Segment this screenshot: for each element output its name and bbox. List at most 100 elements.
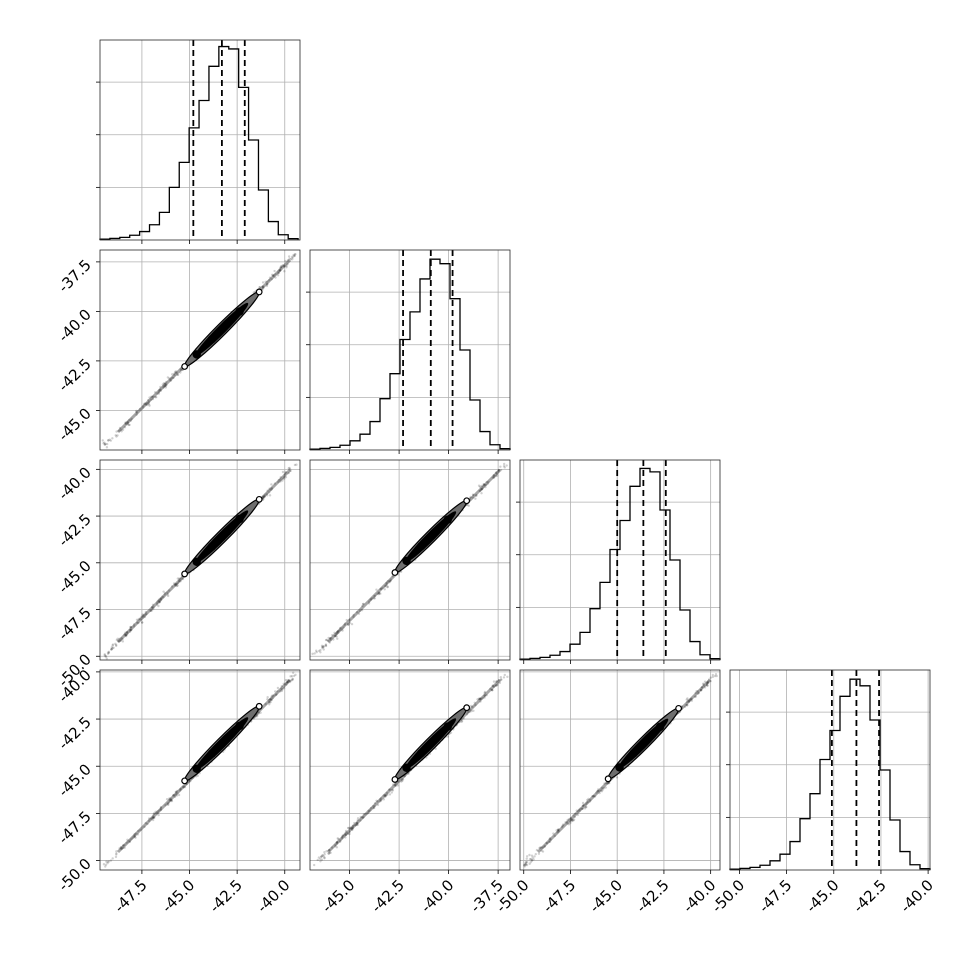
scatter-point <box>159 807 163 810</box>
scatter-point <box>179 369 183 372</box>
scatter-point <box>693 695 697 699</box>
scatter-point <box>337 631 340 634</box>
scatter-point <box>686 703 689 707</box>
scatter-point <box>492 476 495 480</box>
panel-2-2 <box>516 459 721 664</box>
scatter-point <box>124 634 128 638</box>
scatter-point <box>284 682 287 685</box>
scatter-point <box>361 816 365 820</box>
scatter-point <box>685 703 688 706</box>
scatter-point <box>287 255 291 258</box>
scatter-point <box>130 628 133 631</box>
scatter-point <box>499 468 503 472</box>
scatter-point <box>689 698 693 701</box>
scatter-point <box>123 843 126 847</box>
scatter-point <box>176 577 180 580</box>
scatter-point <box>328 637 332 640</box>
scatter-point <box>582 803 586 807</box>
scatter-point <box>119 428 123 431</box>
scatter-point <box>343 833 346 837</box>
scatter-point <box>175 789 179 793</box>
scatter-point <box>171 373 174 376</box>
scatter-point <box>337 629 340 633</box>
scatter-point <box>176 373 179 376</box>
scatter-point <box>367 810 371 813</box>
scatter-point <box>177 793 181 797</box>
scatter-point <box>393 783 397 787</box>
density-peak-dot-1 <box>207 335 217 344</box>
scatter-point <box>133 835 136 839</box>
scatter-point <box>562 823 565 826</box>
scatter-point <box>499 465 502 468</box>
scatter-point <box>152 816 156 819</box>
scatter-point <box>164 384 167 387</box>
scatter-point <box>336 637 339 640</box>
scatter-point <box>486 482 490 485</box>
scatter-point <box>489 687 492 690</box>
scatter-point <box>483 690 487 694</box>
scatter-point <box>348 618 351 622</box>
scatter-point <box>487 480 490 484</box>
scatter-point <box>284 471 287 475</box>
scatter-point <box>152 812 156 815</box>
scatter-point <box>140 615 143 619</box>
scatter-point <box>106 860 110 864</box>
scatter-point <box>159 385 162 389</box>
scatter-point <box>376 803 380 807</box>
scatter-point <box>343 832 347 835</box>
scatter-point <box>175 582 178 586</box>
scatter-point <box>341 834 345 837</box>
scatter-point <box>583 807 587 810</box>
scatter-point <box>268 698 272 701</box>
scatter-point <box>368 600 371 603</box>
scatter-point <box>143 402 146 405</box>
scatter-point <box>271 697 274 700</box>
scatter-point <box>569 821 572 825</box>
scatter-point <box>172 793 175 797</box>
scatter-point <box>391 575 394 578</box>
scatter-point <box>139 618 142 621</box>
scatter-point <box>347 623 350 626</box>
scatter-point <box>502 676 506 679</box>
histogram-1 <box>309 258 511 450</box>
scatter-point <box>294 673 297 677</box>
scatter-point <box>275 693 278 696</box>
panel-3-2: -50.0 -47.5 -45.0 -42.5 -40.0 <box>492 669 721 916</box>
scatter-point <box>711 675 715 679</box>
density-peak-dot-3 <box>235 721 244 731</box>
scatter-point <box>105 442 109 446</box>
scatter-point <box>530 854 534 857</box>
scatter-point <box>572 814 575 817</box>
scatter-point <box>351 828 354 831</box>
scatter-point <box>709 676 713 679</box>
scatter-point <box>389 578 393 581</box>
scatter-point <box>169 377 172 380</box>
scatter-point <box>294 252 297 256</box>
scatter-point <box>683 705 687 708</box>
scatter-point <box>155 812 158 815</box>
scatter-point <box>152 607 155 610</box>
scatter-point <box>321 645 324 649</box>
scatter-point <box>175 584 179 588</box>
scatter-point <box>319 855 323 858</box>
scatter-point <box>713 674 717 678</box>
scatter-point <box>277 480 280 484</box>
scatter-point <box>502 464 506 468</box>
scatter-point <box>525 863 529 867</box>
scatter-point <box>168 377 171 380</box>
scatter-point <box>528 853 531 857</box>
scatter-point <box>104 865 107 868</box>
scatter-point <box>346 831 349 835</box>
scatter-point <box>140 621 144 624</box>
scatter-point <box>479 697 482 701</box>
scatter-point <box>274 276 277 279</box>
scatter-point <box>336 837 339 840</box>
scatter-point <box>287 679 291 683</box>
scatter-point <box>285 264 288 268</box>
scatter-point <box>180 577 183 580</box>
scatter-point <box>286 681 289 684</box>
scatter-point <box>320 858 324 861</box>
scatter-point <box>105 446 109 449</box>
scatter-point <box>162 385 165 388</box>
scatter-point <box>586 798 589 802</box>
